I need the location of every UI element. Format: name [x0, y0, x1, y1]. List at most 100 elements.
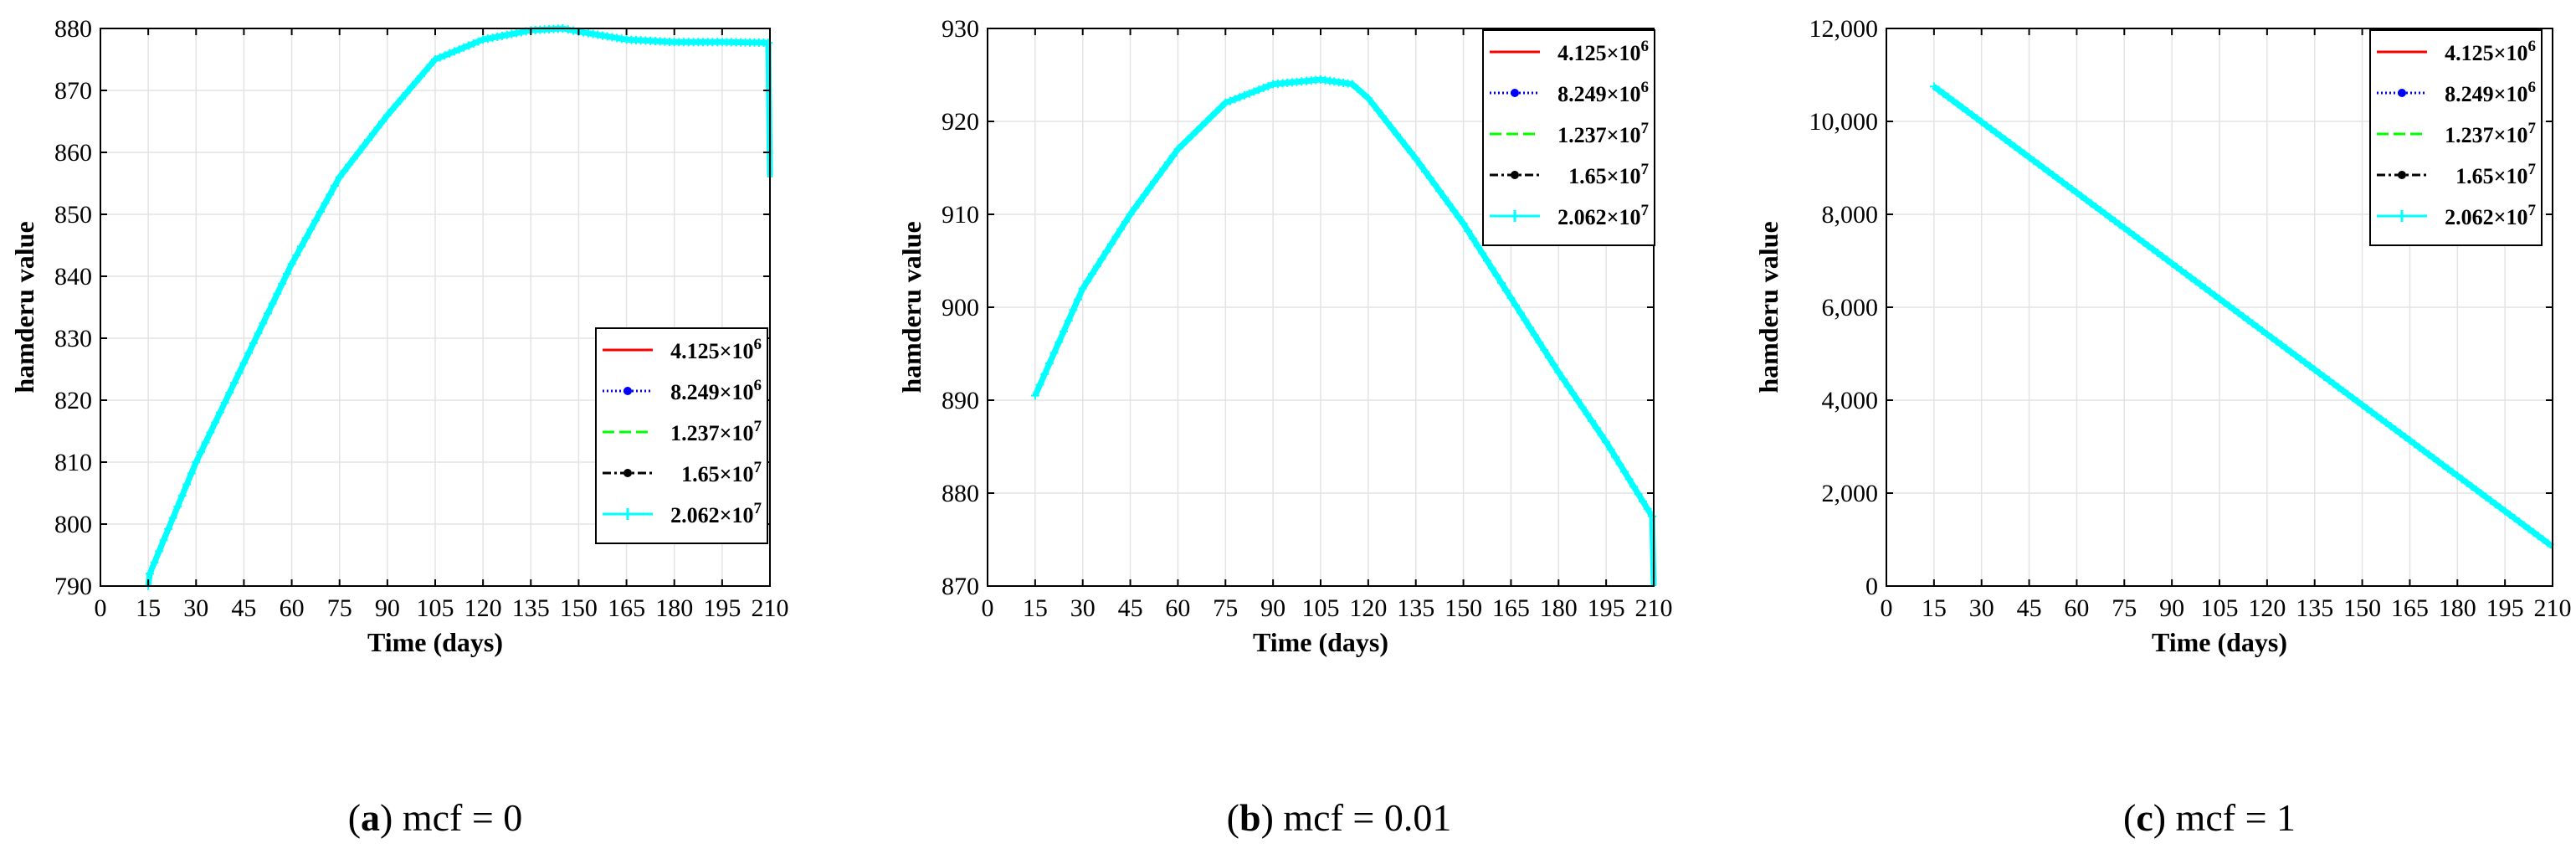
x-tick-label: 150 — [2343, 594, 2381, 622]
legend-label: 8.249×106 — [2445, 79, 2536, 106]
x-tick-label: 135 — [1397, 594, 1434, 622]
data-point-marker — [1411, 154, 1420, 163]
data-point-marker — [1378, 111, 1387, 121]
data-point-marker — [2124, 227, 2133, 236]
data-point-marker — [402, 88, 411, 97]
data-point-marker — [1535, 338, 1544, 347]
data-point-marker — [326, 190, 335, 199]
data-point-marker — [2172, 262, 2181, 271]
data-point-marker — [2177, 266, 2186, 275]
x-tick-label: 195 — [2486, 594, 2524, 622]
y-tick-label: 2,000 — [1822, 480, 1879, 507]
data-point-marker — [2110, 216, 2119, 225]
data-point-marker — [2320, 372, 2329, 381]
data-point-marker — [1611, 452, 1620, 461]
legend-marker — [2398, 89, 2406, 97]
x-tick-label: 135 — [512, 594, 550, 622]
data-point-marker — [1164, 157, 1173, 167]
data-point-marker — [187, 469, 196, 478]
data-point-marker — [1402, 141, 1411, 151]
data-point-marker — [2234, 308, 2243, 317]
data-point-marker — [2476, 489, 2486, 498]
legend: 4.125×106 8.249×106 1.237×107 1.65×107 2.062… — [595, 327, 768, 544]
data-point-marker — [2338, 386, 2348, 395]
data-point-marker — [1116, 224, 1126, 234]
data-point-marker — [1225, 96, 1234, 105]
data-point-marker — [2372, 411, 2381, 420]
data-point-marker — [1563, 382, 1573, 391]
data-point-marker — [1049, 348, 1059, 357]
data-point-marker — [177, 491, 187, 500]
data-point-marker — [2148, 244, 2158, 254]
data-point-marker — [1544, 352, 1553, 362]
data-point-marker — [435, 53, 444, 62]
data-point-marker — [1516, 308, 1525, 317]
data-point-marker — [268, 299, 277, 308]
data-point-marker — [2324, 376, 2333, 385]
data-point-marker — [1207, 112, 1216, 121]
chart-panel-b: 0 15 30 45 60 75 90 105 120 135 150 165 180 195 210 870… — [896, 15, 1673, 839]
x-tick-label: 120 — [2248, 594, 2286, 622]
y-axis-label: hamderu value — [9, 221, 39, 393]
legend-marker — [623, 469, 632, 477]
data-point-marker — [2419, 446, 2429, 455]
data-point-marker — [1439, 193, 1449, 203]
y-tick-label: 870 — [942, 573, 979, 600]
data-point-marker — [1501, 286, 1511, 296]
y-tick-label: 790 — [54, 573, 92, 600]
y-tick-label: 870 — [54, 77, 92, 105]
data-point-marker — [244, 348, 254, 357]
legend-entry-3: 1.237×107 — [2377, 120, 2537, 147]
data-point-marker — [2196, 280, 2205, 290]
legend-entry-3: 1.237×107 — [603, 418, 762, 445]
data-point-marker — [1953, 100, 1963, 109]
data-point-marker — [1353, 85, 1362, 94]
data-point-marker — [1183, 136, 1192, 145]
data-point-marker — [364, 136, 372, 145]
data-point-marker — [1991, 128, 2000, 137]
legend-label: 1.65×107 — [1568, 161, 1649, 188]
data-point-marker — [2467, 481, 2476, 491]
y-tick-label: 900 — [942, 294, 979, 321]
data-point-marker — [2481, 492, 2491, 501]
legend-label: 2.062×107 — [1557, 202, 1649, 229]
data-point-marker — [2168, 259, 2177, 268]
data-point-marker — [440, 51, 449, 60]
data-point-marker — [2462, 478, 2471, 487]
data-point-marker — [1244, 89, 1254, 98]
data-point-marker — [2414, 443, 2424, 452]
x-tick-label: 60 — [2064, 594, 2089, 622]
y-tick-label: 830 — [54, 325, 92, 352]
y-tick-label: 840 — [54, 263, 92, 291]
legend: 4.125×106 8.249×106 1.237×107 1.65×107 2.062… — [2369, 29, 2543, 246]
data-point-marker — [563, 25, 572, 34]
data-point-marker — [469, 39, 478, 49]
data-point-marker — [2501, 507, 2510, 516]
x-tick-label: 30 — [183, 594, 208, 622]
data-point-marker — [426, 60, 435, 69]
data-point-marker — [1583, 409, 1592, 419]
data-point-marker — [282, 270, 291, 279]
x-tick-label: 210 — [1635, 594, 1673, 622]
x-tick-label: 180 — [655, 594, 693, 622]
data-point-marker — [507, 29, 516, 39]
data-point-marker — [2286, 347, 2296, 357]
legend-entry-3: 1.237×107 — [1490, 120, 1650, 147]
data-point-marker — [1968, 111, 1977, 120]
data-point-marker — [498, 31, 506, 40]
data-point-marker — [2353, 397, 2362, 406]
data-point-marker — [2382, 418, 2390, 427]
legend-marker — [2396, 210, 2408, 222]
data-point-marker — [278, 279, 287, 288]
data-point-marker — [1055, 337, 1064, 347]
data-point-marker — [316, 208, 325, 217]
data-point-marker — [1421, 167, 1430, 176]
legend-entry-4: 1.65×107 — [2377, 161, 2537, 188]
data-point-marker — [1135, 197, 1144, 206]
data-point-marker — [2081, 195, 2091, 204]
legend-label: 8.249×106 — [1557, 79, 1649, 106]
data-point-marker — [1554, 368, 1563, 377]
x-tick-label: 210 — [752, 594, 789, 622]
data-point-marker — [2448, 468, 2457, 477]
x-tick-label: 30 — [1070, 594, 1096, 622]
